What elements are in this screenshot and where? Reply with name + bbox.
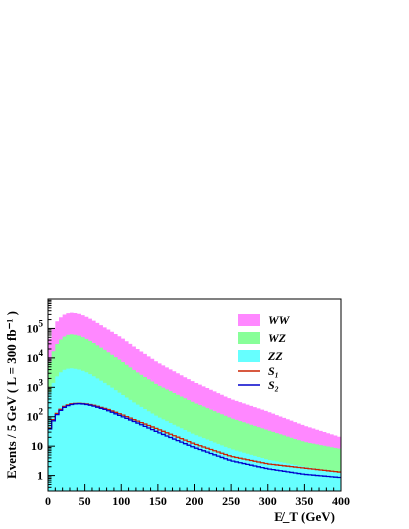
area-zz [48,368,341,491]
x-tick-label: 50 [79,494,91,508]
y-axis-title: Events / 5 GeV ( L = 300 fb⁻¹ ) [4,311,19,479]
x-tick-label: 150 [149,494,167,508]
legend-label: S₁ [268,364,279,378]
line-s2 [48,403,341,479]
line-s1 [48,402,341,473]
x-tick-label: 0 [45,494,51,508]
y-tick-label: 102 [27,407,44,424]
y-tick-label: 103 [27,377,44,394]
stacked-area-layer [48,312,341,491]
x-tick-label: 300 [259,494,277,508]
x-tick-label: 100 [112,494,130,508]
x-tick-label: 200 [186,494,204,508]
legend-label: WZ [268,331,287,345]
legend-swatch-zz [238,350,260,362]
x-tick-label: 250 [222,494,240,508]
y-tick-label: 105 [27,318,44,335]
legend-swatch-ww [238,314,260,326]
legend-label: S₂ [268,378,279,392]
x-tick-label: 400 [332,494,350,508]
y-tick-label: 104 [27,348,44,365]
y-tick-label: 1 [37,469,43,483]
y-tick-label: 10 [31,439,43,453]
legend-swatch-wz [238,332,260,344]
x-tick-label: 350 [295,494,313,508]
legend-label: ZZ [267,349,283,363]
y-axis: 1 10 102 103 104 105 [27,299,55,492]
x-axis: 0 50 100 150 200 250 300 350 400 [45,484,350,508]
x-axis-title: E̸_T (GeV) [274,509,335,524]
legend-label: WW [268,313,291,327]
signal-lines-layer [48,402,341,479]
